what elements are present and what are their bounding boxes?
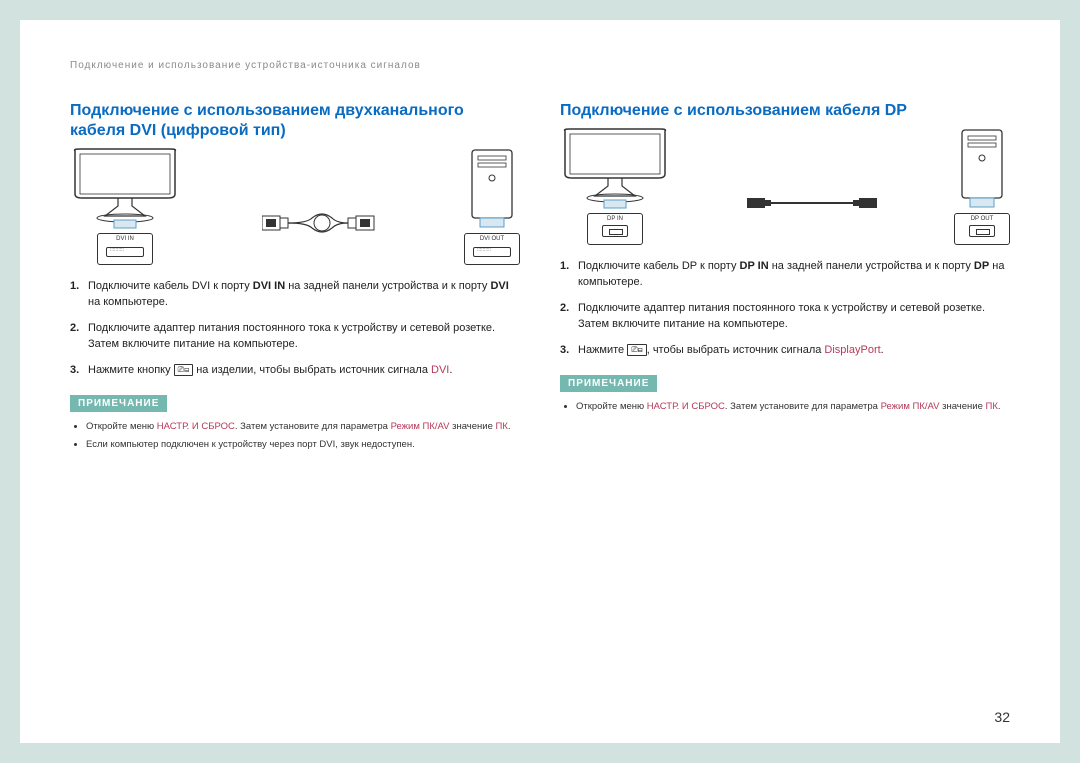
note-item: Откройте меню НАСТР. И СБРОС. Затем уста… <box>576 400 1010 414</box>
port-dvi-in: DVI IN <box>97 233 153 265</box>
dp-port-icon <box>969 225 995 237</box>
step-item: Нажмите кнопку ⎚⊟ на изделии, чтобы выбр… <box>70 363 520 379</box>
step-item: Подключите адаптер питания постоянного т… <box>560 301 1010 333</box>
steps-list-dvi: Подключите кабель DVI к порту DVI IN на … <box>70 279 520 379</box>
source-button-icon: ⎚⊟ <box>627 344 647 356</box>
pc-device: DP OUT <box>954 126 1010 245</box>
port-dp-out: DP OUT <box>954 213 1010 245</box>
page-number: 32 <box>994 709 1010 725</box>
step-item: Нажмите ⎚⊟, чтобы выбрать источник сигна… <box>560 343 1010 359</box>
monitor-device: DVI IN <box>70 146 180 265</box>
dp-cable <box>676 160 948 245</box>
step-item: Подключите кабель DVI к порту DVI IN на … <box>70 279 520 311</box>
column-dp: Подключение с использованием кабеля DP D… <box>560 101 1010 456</box>
port-label: DVI IN <box>98 236 152 242</box>
heading-dp: Подключение с использованием кабеля DP <box>560 101 1010 121</box>
dvi-cable-icon <box>262 208 382 238</box>
pc-tower-icon <box>956 126 1008 211</box>
pc-tower-icon <box>466 146 518 231</box>
notes-list-dp: Откройте меню НАСТР. И СБРОС. Затем уста… <box>560 400 1010 414</box>
two-column-layout: Подключение с использованием двухканальн… <box>70 101 1010 456</box>
dvi-cable <box>186 180 458 265</box>
column-dvi: Подключение с использованием двухканальн… <box>70 101 520 456</box>
diagram-dp: DP IN <box>560 135 1010 245</box>
breadcrumb: Подключение и использование устройства-и… <box>70 60 1010 71</box>
port-label: DP IN <box>588 216 642 222</box>
monitor-device: DP IN <box>560 126 670 245</box>
port-dp-in: DP IN <box>587 213 643 245</box>
dvi-port-icon <box>106 247 144 257</box>
dvi-port-icon <box>473 247 511 257</box>
port-label: DP OUT <box>955 216 1009 222</box>
step-item: Подключите кабель DP к порту DP IN на за… <box>560 259 1010 291</box>
dp-cable-icon <box>747 194 877 212</box>
port-label: DVI OUT <box>465 236 519 242</box>
diagram-dvi: DVI IN <box>70 155 520 265</box>
document-page: Подключение и использование устройства-и… <box>20 20 1060 743</box>
step-item: Подключите адаптер питания постоянного т… <box>70 321 520 353</box>
note-item: Откройте меню НАСТР. И СБРОС. Затем уста… <box>86 420 520 434</box>
notes-list-dvi: Откройте меню НАСТР. И СБРОС. Затем уста… <box>70 420 520 453</box>
source-button-icon: ⎚⊟ <box>174 364 194 376</box>
monitor-icon <box>560 126 670 211</box>
note-badge: ПРИМЕЧАНИЕ <box>560 375 657 392</box>
pc-device: DVI OUT <box>464 146 520 265</box>
monitor-icon <box>70 146 180 231</box>
dp-port-icon <box>602 225 628 237</box>
note-item: Если компьютер подключен к устройству че… <box>86 438 520 452</box>
heading-dvi: Подключение с использованием двухканальн… <box>70 101 520 141</box>
steps-list-dp: Подключите кабель DP к порту DP IN на за… <box>560 259 1010 359</box>
port-dvi-out: DVI OUT <box>464 233 520 265</box>
note-badge: ПРИМЕЧАНИЕ <box>70 395 167 412</box>
